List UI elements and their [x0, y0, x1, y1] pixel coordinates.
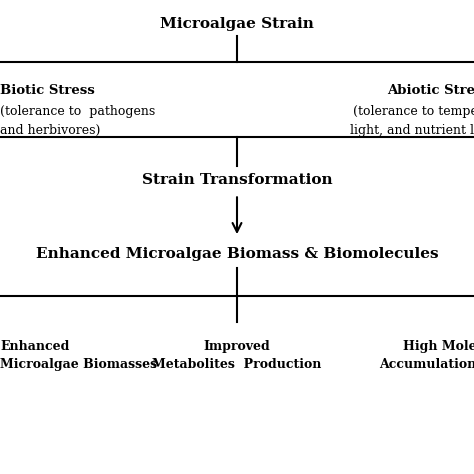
Text: Accumulation...: Accumulation... [379, 358, 474, 372]
Text: Enhanced Microalgae Biomass & Biomolecules: Enhanced Microalgae Biomass & Biomolecul… [36, 246, 438, 261]
Text: (tolerance to  pathogens: (tolerance to pathogens [0, 105, 155, 118]
Text: Microalgae Biomasses: Microalgae Biomasses [0, 358, 157, 372]
Text: Enhanced: Enhanced [0, 339, 69, 353]
Text: Abiotic Stress: Abiotic Stress [387, 83, 474, 97]
Text: and herbivores): and herbivores) [0, 124, 100, 137]
Text: light, and nutrient li...: light, and nutrient li... [350, 124, 474, 137]
Text: Microalgae Strain: Microalgae Strain [160, 17, 314, 31]
Text: Improved: Improved [204, 339, 270, 353]
Text: Metabolites  Production: Metabolites Production [152, 358, 322, 372]
Text: (tolerance to tempe...: (tolerance to tempe... [353, 105, 474, 118]
Text: Strain Transformation: Strain Transformation [142, 173, 332, 187]
Text: Biotic Stress: Biotic Stress [0, 83, 95, 97]
Text: High Mole...: High Mole... [403, 339, 474, 353]
